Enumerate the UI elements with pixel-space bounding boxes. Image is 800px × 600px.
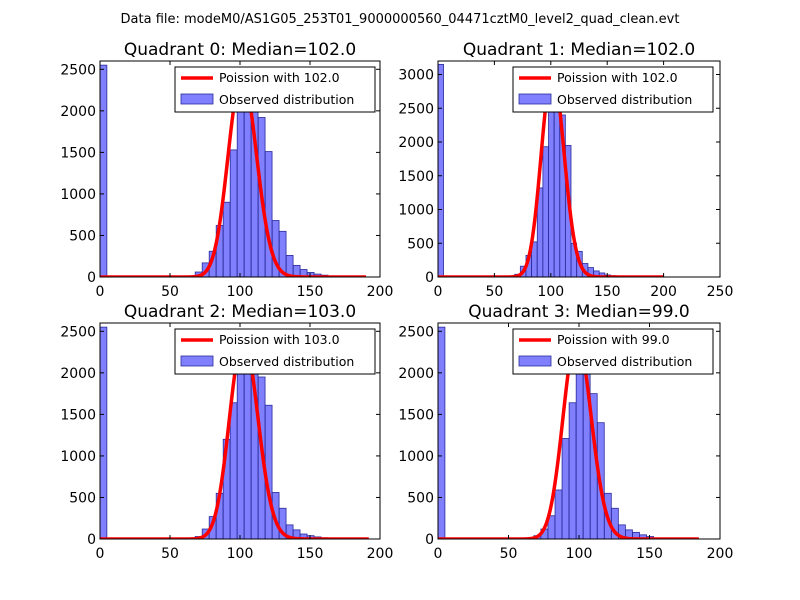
y-tick-label: 2000 bbox=[60, 366, 96, 382]
histogram-bar bbox=[561, 438, 570, 539]
histogram-bar bbox=[554, 489, 563, 539]
figure-suptitle: Data file: modeM0/AS1G05_253T01_90000005… bbox=[121, 12, 680, 27]
legend-box bbox=[174, 66, 376, 113]
legend-curve-label: Poission with 99.0 bbox=[557, 332, 670, 347]
histogram-bar bbox=[278, 230, 287, 277]
histogram-bar bbox=[568, 402, 577, 539]
y-tick-label: 500 bbox=[407, 236, 434, 252]
histogram-bar bbox=[542, 146, 549, 277]
x-tick-label: 50 bbox=[485, 284, 503, 300]
x-tick-label: 100 bbox=[566, 546, 593, 562]
histogram-bar bbox=[222, 201, 231, 277]
y-tick-label: 2500 bbox=[398, 101, 434, 117]
histogram-bar bbox=[548, 102, 555, 277]
legend: Poission with 102.0 Observed distribution bbox=[512, 66, 714, 113]
x-tick-label: 100 bbox=[227, 546, 254, 562]
y-tick-label: 2500 bbox=[60, 324, 96, 340]
poisson-curve bbox=[100, 73, 368, 277]
y-tick-label: 1000 bbox=[60, 187, 96, 203]
x-tick-label: 200 bbox=[650, 284, 677, 300]
x-tick-label: 250 bbox=[707, 284, 734, 300]
legend-box bbox=[174, 328, 376, 375]
legend-bars-swatch bbox=[518, 93, 552, 105]
legend-bars-label: Observed distribution bbox=[219, 354, 354, 369]
y-tick-label: 1000 bbox=[398, 203, 434, 219]
histogram-bar bbox=[438, 63, 444, 277]
y-tick-label: 0 bbox=[87, 532, 96, 548]
x-tick-label: 50 bbox=[161, 284, 179, 300]
x-tick-label: 50 bbox=[161, 546, 179, 562]
histogram-bar bbox=[229, 149, 238, 277]
y-tick-label: 1000 bbox=[398, 449, 434, 465]
y-tick-label: 2500 bbox=[60, 62, 96, 78]
legend-curve-label: Poission with 102.0 bbox=[219, 70, 340, 85]
x-tick-label: 200 bbox=[367, 284, 394, 300]
x-tick-label: 50 bbox=[500, 546, 518, 562]
x-tick-label: 0 bbox=[434, 284, 443, 300]
legend-bars-label: Observed distribution bbox=[557, 354, 692, 369]
y-tick-label: 1500 bbox=[60, 407, 96, 423]
y-tick-label: 500 bbox=[407, 490, 434, 506]
x-tick-label: 150 bbox=[636, 546, 663, 562]
x-tick-label: 0 bbox=[434, 546, 443, 562]
y-tick-label: 0 bbox=[425, 270, 434, 286]
histogram-bar bbox=[575, 359, 584, 539]
subplot-title: Quadrant 1: Median=102.0 bbox=[463, 40, 695, 60]
x-tick-label: 0 bbox=[96, 284, 105, 300]
subplot-title: Quadrant 3: Median=99.0 bbox=[468, 302, 690, 322]
y-tick-label: 3000 bbox=[398, 68, 434, 84]
x-tick-label: 200 bbox=[707, 546, 734, 562]
legend-box bbox=[512, 66, 714, 113]
legend-box bbox=[512, 328, 714, 375]
subplot-quadrant-3: 0 50 100 150 20005001000150020002500Quadrant… bbox=[398, 302, 733, 562]
y-tick-label: 1500 bbox=[398, 169, 434, 185]
histogram-bar bbox=[229, 402, 238, 539]
subplot-title: Quadrant 2: Median=103.0 bbox=[124, 302, 356, 322]
axes-frame bbox=[437, 60, 721, 278]
y-tick-label: 1500 bbox=[398, 407, 434, 423]
legend-curve-label: Poission with 102.0 bbox=[557, 70, 678, 85]
y-tick-label: 0 bbox=[87, 270, 96, 286]
histogram-bar bbox=[236, 345, 245, 539]
legend: Poission with 102.0 Observed distribution bbox=[174, 66, 376, 113]
y-tick-label: 2000 bbox=[398, 366, 434, 382]
subplot-quadrant-0: 0 50 100 150 20005001000150020002500Quadrant… bbox=[60, 40, 393, 300]
histogram-bar bbox=[264, 151, 273, 277]
y-tick-label: 1500 bbox=[60, 145, 96, 161]
legend: Poission with 103.0 Observed distribution bbox=[174, 328, 376, 375]
y-tick-label: 500 bbox=[69, 490, 96, 506]
x-tick-label: 100 bbox=[537, 284, 564, 300]
subplot-quadrant-2: 0 50 100 150 20005001000150020002500Quadrant… bbox=[60, 302, 393, 562]
histogram-bar bbox=[100, 64, 108, 277]
legend-bars-swatch bbox=[518, 355, 552, 367]
poisson-curve bbox=[100, 336, 370, 539]
y-tick-label: 500 bbox=[69, 228, 96, 244]
y-tick-label: 1000 bbox=[60, 449, 96, 465]
y-tick-label: 0 bbox=[425, 532, 434, 548]
plot-area bbox=[100, 326, 370, 539]
subplot-title: Quadrant 0: Median=102.0 bbox=[124, 40, 356, 60]
x-tick-label: 200 bbox=[367, 546, 394, 562]
histogram-bar bbox=[438, 326, 446, 539]
x-tick-label: 150 bbox=[297, 546, 324, 562]
legend-curve-label: Poission with 103.0 bbox=[219, 332, 340, 347]
y-tick-label: 2000 bbox=[398, 135, 434, 151]
legend-bars-label: Observed distribution bbox=[219, 92, 354, 107]
y-tick-label: 2500 bbox=[398, 324, 434, 340]
legend-bars-swatch bbox=[180, 93, 214, 105]
subplot-quadrant-1: 0 50 100 150 200 250050010001500200025003000Q… bbox=[398, 40, 733, 300]
x-tick-label: 100 bbox=[227, 284, 254, 300]
legend-bars-label: Observed distribution bbox=[557, 92, 692, 107]
x-tick-label: 150 bbox=[594, 284, 621, 300]
y-tick-label: 2000 bbox=[60, 104, 96, 120]
x-tick-label: 0 bbox=[96, 546, 105, 562]
legend-bars-swatch bbox=[180, 355, 214, 367]
x-tick-label: 150 bbox=[297, 284, 324, 300]
legend: Poission with 99.0 Observed distribution bbox=[512, 328, 714, 375]
histogram-bar bbox=[236, 106, 245, 277]
histogram-bar bbox=[100, 326, 108, 539]
